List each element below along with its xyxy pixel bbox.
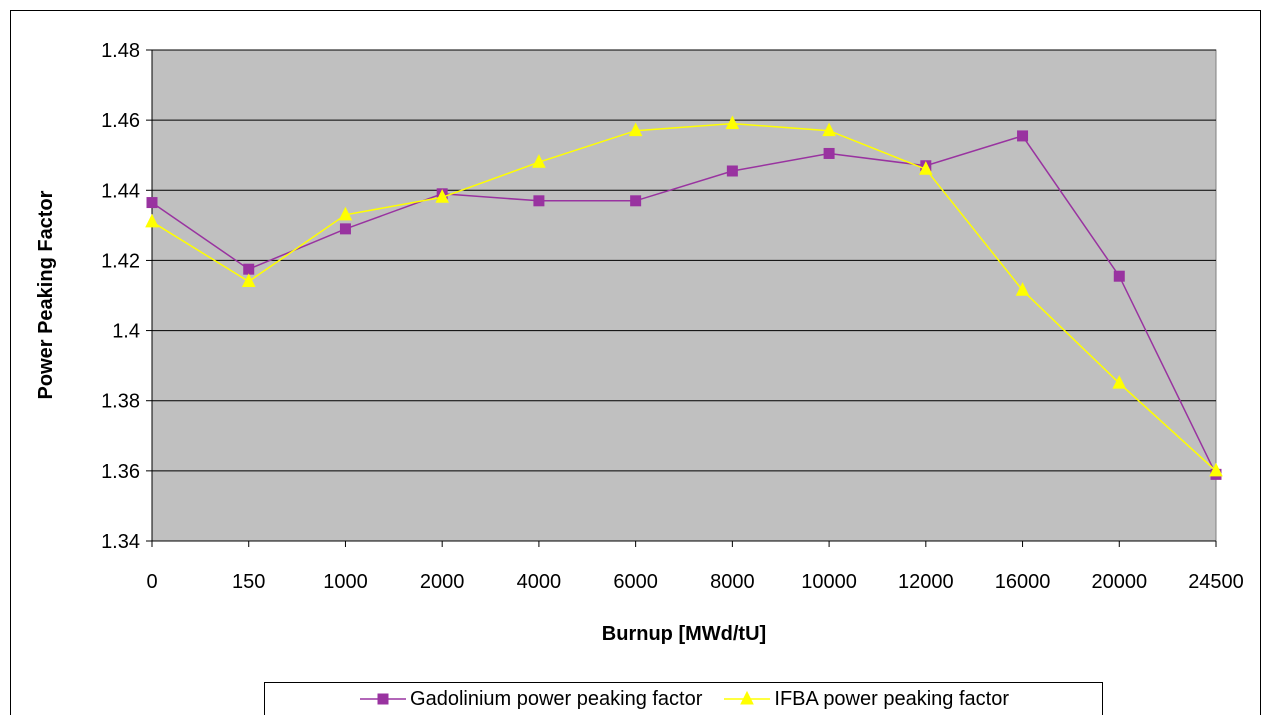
gadolinium-point	[726, 165, 738, 177]
gadolinium-point	[243, 263, 255, 275]
y-tick-label: 1.34	[101, 531, 140, 553]
x-tick-label: 8000	[710, 571, 755, 593]
ifba-point	[145, 213, 159, 228]
triangle-marker-icon	[724, 690, 771, 705]
y-tick-label: 1.36	[101, 461, 140, 483]
y-tick-label: 1.46	[101, 110, 140, 132]
gadolinium-point	[823, 147, 835, 159]
x-tick-label: 10000	[801, 571, 857, 593]
ifba-point	[919, 161, 933, 175]
y-tick-labels: 1.34 1.36 1.38 1.4 1.42 1.44 1.46 1.48	[101, 40, 140, 553]
gadolinium-point	[146, 197, 158, 209]
y-tick-label: 1.48	[101, 40, 140, 62]
legend-entry-gadolinium: Gadolinium power peaking factor	[358, 688, 702, 711]
x-tick-label: 150	[232, 571, 265, 593]
legend-label-gadolinium: Gadolinium power peaking factor	[410, 687, 703, 710]
y-axis-title: Power Peaking Factor	[35, 190, 57, 399]
x-tick-label: 12000	[898, 571, 954, 593]
y-tick-label: 1.38	[101, 391, 140, 413]
y-tick-label: 1.4	[112, 321, 140, 343]
x-axis-title: Burnup [MWd/tU]	[602, 623, 766, 645]
series-line-ifba	[151, 122, 1217, 472]
legend-entry-ifba: IFBA power peaking factor	[722, 688, 1009, 711]
x-tick-labels: 0 150 1000 2000 4000 6000 8000 10000 12000 16000 2…	[146, 571, 1243, 593]
ifba-point	[1209, 462, 1223, 477]
ifba-point	[241, 273, 256, 287]
plot-area	[151, 49, 1217, 542]
gadolinium-point	[533, 195, 545, 207]
ifba-point	[1015, 282, 1030, 296]
x-tick-label: 24500	[1188, 571, 1244, 593]
gadolinium-point	[630, 195, 642, 207]
ifba-point	[822, 122, 836, 137]
ifba-point	[435, 189, 449, 203]
x-tick-label: 0	[146, 571, 157, 593]
y-tick-label: 1.44	[101, 180, 140, 202]
ifba-point	[338, 206, 353, 221]
ifba-point	[1112, 375, 1127, 389]
legend-label-ifba: IFBA power peaking factor	[774, 687, 1009, 710]
y-tick-label: 1.42	[101, 250, 140, 272]
ifba-point	[532, 154, 546, 168]
axes	[146, 49, 1217, 547]
series-line-gadolinium	[151, 135, 1217, 475]
x-tick-label: 2000	[420, 571, 465, 593]
x-tick-label: 1000	[323, 571, 368, 593]
legend: Gadolinium power peaking factor IFBA pow…	[264, 682, 1103, 715]
gadolinium-point	[1017, 130, 1029, 142]
series-layer	[145, 115, 1223, 480]
x-tick-label: 4000	[517, 571, 562, 593]
x-tick-label: 16000	[995, 571, 1051, 593]
ifba-point	[628, 122, 643, 137]
x-tick-label: 6000	[613, 571, 658, 593]
ifba-point	[725, 115, 740, 130]
gadolinium-point	[1113, 270, 1125, 282]
gadolinium-point	[339, 223, 351, 235]
square-marker-icon	[360, 693, 407, 705]
x-tick-label: 20000	[1091, 571, 1147, 593]
